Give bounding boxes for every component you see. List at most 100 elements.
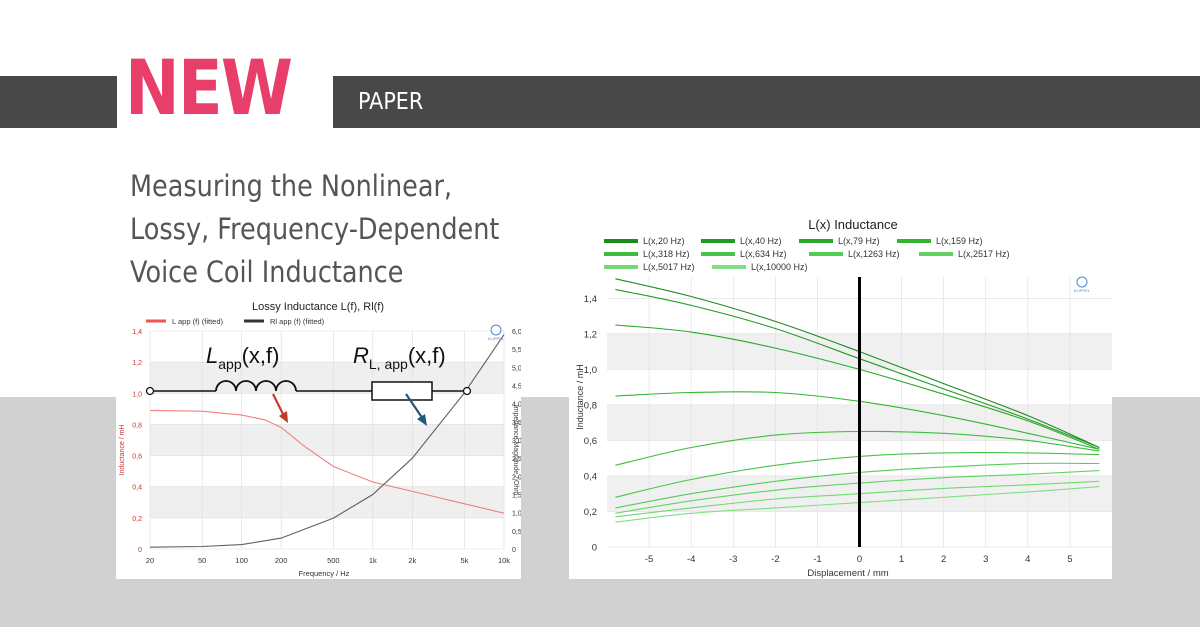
legend-swatch bbox=[604, 239, 638, 243]
logo-text: KLIPPEL bbox=[1074, 288, 1091, 293]
arrow-head-red bbox=[279, 411, 288, 423]
y2-tick-label: 2,0 bbox=[512, 474, 521, 481]
y2-tick-label: 4,5 bbox=[512, 384, 521, 391]
y-tick-label: 0 bbox=[592, 543, 597, 554]
y-tick-label: 1,0 bbox=[584, 365, 597, 376]
legend-swatch bbox=[919, 252, 953, 256]
legend-swatch bbox=[701, 252, 735, 256]
x-tick-label: -4 bbox=[687, 554, 695, 565]
legend-swatch bbox=[604, 265, 638, 269]
chart-title: Lossy Inductance L(f), Rl(f) bbox=[252, 301, 384, 313]
y-axis-right-label: Impedance Magnitude / Ohm bbox=[512, 405, 519, 495]
x-tick-label: 3 bbox=[983, 554, 988, 565]
x-tick-label: 20 bbox=[146, 556, 154, 565]
logo-text: KLIPPEL bbox=[488, 336, 505, 341]
legend-label-r: Rl app (f) (fitted) bbox=[270, 317, 325, 326]
x-tick-label: 0 bbox=[857, 554, 862, 565]
inductor-label: Lapp(x,f) bbox=[206, 343, 280, 372]
arrow-to-r-curve bbox=[405, 393, 424, 420]
circuit-diagram: Lapp(x,f) RL, app(x,f) bbox=[145, 343, 472, 426]
x-tick-label: 1k bbox=[369, 556, 377, 565]
legend-swatch bbox=[809, 252, 843, 256]
lx-inductance-chart-panel: L(x) Inductance L(x,20 Hz) L(x,40 Hz) L(x,… bbox=[569, 207, 1112, 579]
title-line-2: Lossy, Frequency-Dependent bbox=[130, 212, 500, 246]
new-badge: NEW bbox=[125, 43, 293, 132]
x-tick-label: 50 bbox=[198, 556, 206, 565]
title-line-1: Measuring the Nonlinear, bbox=[130, 169, 453, 203]
paper-tag: PAPER bbox=[358, 89, 424, 115]
logo-mark bbox=[1076, 276, 1088, 288]
y2-tick-label: 5,5 bbox=[512, 347, 521, 354]
terminal-left bbox=[145, 386, 155, 396]
legend-label: L(x,79 Hz) bbox=[838, 236, 880, 246]
y2-tick-label: 0,5 bbox=[512, 529, 521, 536]
y-tick-label: 0,4 bbox=[584, 471, 597, 482]
x-axis-label: Frequency / Hz bbox=[299, 569, 350, 578]
y-tick-label: 1,0 bbox=[132, 391, 142, 398]
y-tick-label: 1,4 bbox=[132, 329, 142, 336]
x-tick-label: -3 bbox=[729, 554, 737, 565]
series-lines bbox=[149, 334, 505, 548]
x-tick-label: 10k bbox=[498, 556, 510, 565]
y-tick-label: 0,4 bbox=[132, 485, 142, 492]
y-tick-label: 1,2 bbox=[584, 329, 597, 340]
y-axis-left-ticks: 0 0,2 0,4 0,6 0,8 1,0 1,2 1,4 bbox=[132, 329, 142, 554]
klippel-logo: KLIPPEL bbox=[1074, 276, 1091, 293]
arrow-head-blue bbox=[417, 414, 427, 426]
y2-tick-label: 5,0 bbox=[512, 365, 521, 372]
y-tick-label: 1,2 bbox=[132, 360, 142, 367]
y2-tick-label: 4,0 bbox=[512, 402, 521, 409]
legend: L(x,20 Hz) L(x,40 Hz) L(x,79 Hz) L(x,159 Hz… bbox=[604, 236, 1010, 272]
y-axis-label: Inductance / mH bbox=[575, 364, 585, 430]
y-tick-label: 1,4 bbox=[584, 294, 597, 305]
y2-tick-label: 1,0 bbox=[512, 511, 521, 518]
grid-band bbox=[150, 486, 504, 518]
x-axis-ticks: 20 50 100 200 500 1k 2k 5k 10k bbox=[146, 556, 510, 565]
chart-title: L(x) Inductance bbox=[808, 217, 898, 232]
grid-band bbox=[150, 424, 504, 456]
lossy-inductance-chart: Lossy Inductance L(f), Rl(f) L app (f) (… bbox=[119, 301, 522, 578]
legend-label: L(x,318 Hz) bbox=[643, 249, 690, 259]
legend-label: L(x,159 Hz) bbox=[936, 236, 983, 246]
x-tick-label: 4 bbox=[1025, 554, 1030, 565]
x-tick-label: -2 bbox=[771, 554, 779, 565]
header-bar-left bbox=[0, 76, 117, 128]
x-tick-label: 1 bbox=[899, 554, 904, 565]
lx-inductance-chart: L(x) Inductance L(x,20 Hz) L(x,40 Hz) L(x,… bbox=[575, 217, 1112, 579]
legend-label: L(x,20 Hz) bbox=[643, 236, 685, 246]
resistor-symbol bbox=[371, 381, 433, 401]
y-axis-ticks: 0 0,2 0,4 0,6 0,8 1,0 1,2 1,4 bbox=[584, 294, 597, 554]
y2-tick-label: 0 bbox=[512, 547, 516, 554]
x-tick-label: 100 bbox=[235, 556, 248, 565]
klippel-logo: KLIPPEL bbox=[488, 324, 505, 341]
x-axis-ticks: -5 -4 -3 -2 -1 0 1 2 3 4 5 bbox=[645, 554, 1073, 565]
legend-swatch bbox=[897, 239, 931, 243]
y-tick-label: 0,6 bbox=[132, 454, 142, 461]
x-tick-label: 5k bbox=[461, 556, 469, 565]
x-tick-label: 500 bbox=[327, 556, 340, 565]
y2-tick-label: 1,5 bbox=[512, 493, 521, 500]
legend-label-l: L app (f) (fitted) bbox=[172, 317, 223, 326]
paper-title: Measuring the Nonlinear, Lossy, Frequenc… bbox=[130, 165, 517, 294]
y-tick-label: 0,2 bbox=[584, 507, 597, 518]
legend-label: L(x,2517 Hz) bbox=[958, 249, 1010, 259]
legend-label: L(x,40 Hz) bbox=[740, 236, 782, 246]
y-tick-label: 0 bbox=[138, 547, 142, 554]
y-tick-label: 0,8 bbox=[584, 400, 597, 411]
logo-mark bbox=[490, 324, 502, 336]
title-line-3: Voice Coil Inductance bbox=[130, 255, 404, 289]
y-tick-label: 0,6 bbox=[584, 436, 597, 447]
y-tick-label: 0,8 bbox=[132, 422, 142, 429]
y2-tick-label: 2,5 bbox=[512, 456, 521, 463]
legend-swatch bbox=[712, 265, 746, 269]
legend-label: L(x,10000 Hz) bbox=[751, 262, 808, 272]
arrow-to-l-curve bbox=[272, 393, 285, 417]
x-tick-label: 2k bbox=[408, 556, 416, 565]
y-axis-left-label: Inductance / mH bbox=[119, 425, 126, 476]
y2-tick-label: 6,0 bbox=[512, 329, 521, 336]
lossy-inductance-chart-panel: Lossy Inductance L(f), Rl(f) L app (f) (… bbox=[116, 297, 522, 579]
x-axis-label: Displacement / mm bbox=[807, 568, 888, 579]
x-tick-label: 5 bbox=[1067, 554, 1072, 565]
x-tick-label: -5 bbox=[645, 554, 653, 565]
series-line-rl-app bbox=[149, 334, 505, 548]
